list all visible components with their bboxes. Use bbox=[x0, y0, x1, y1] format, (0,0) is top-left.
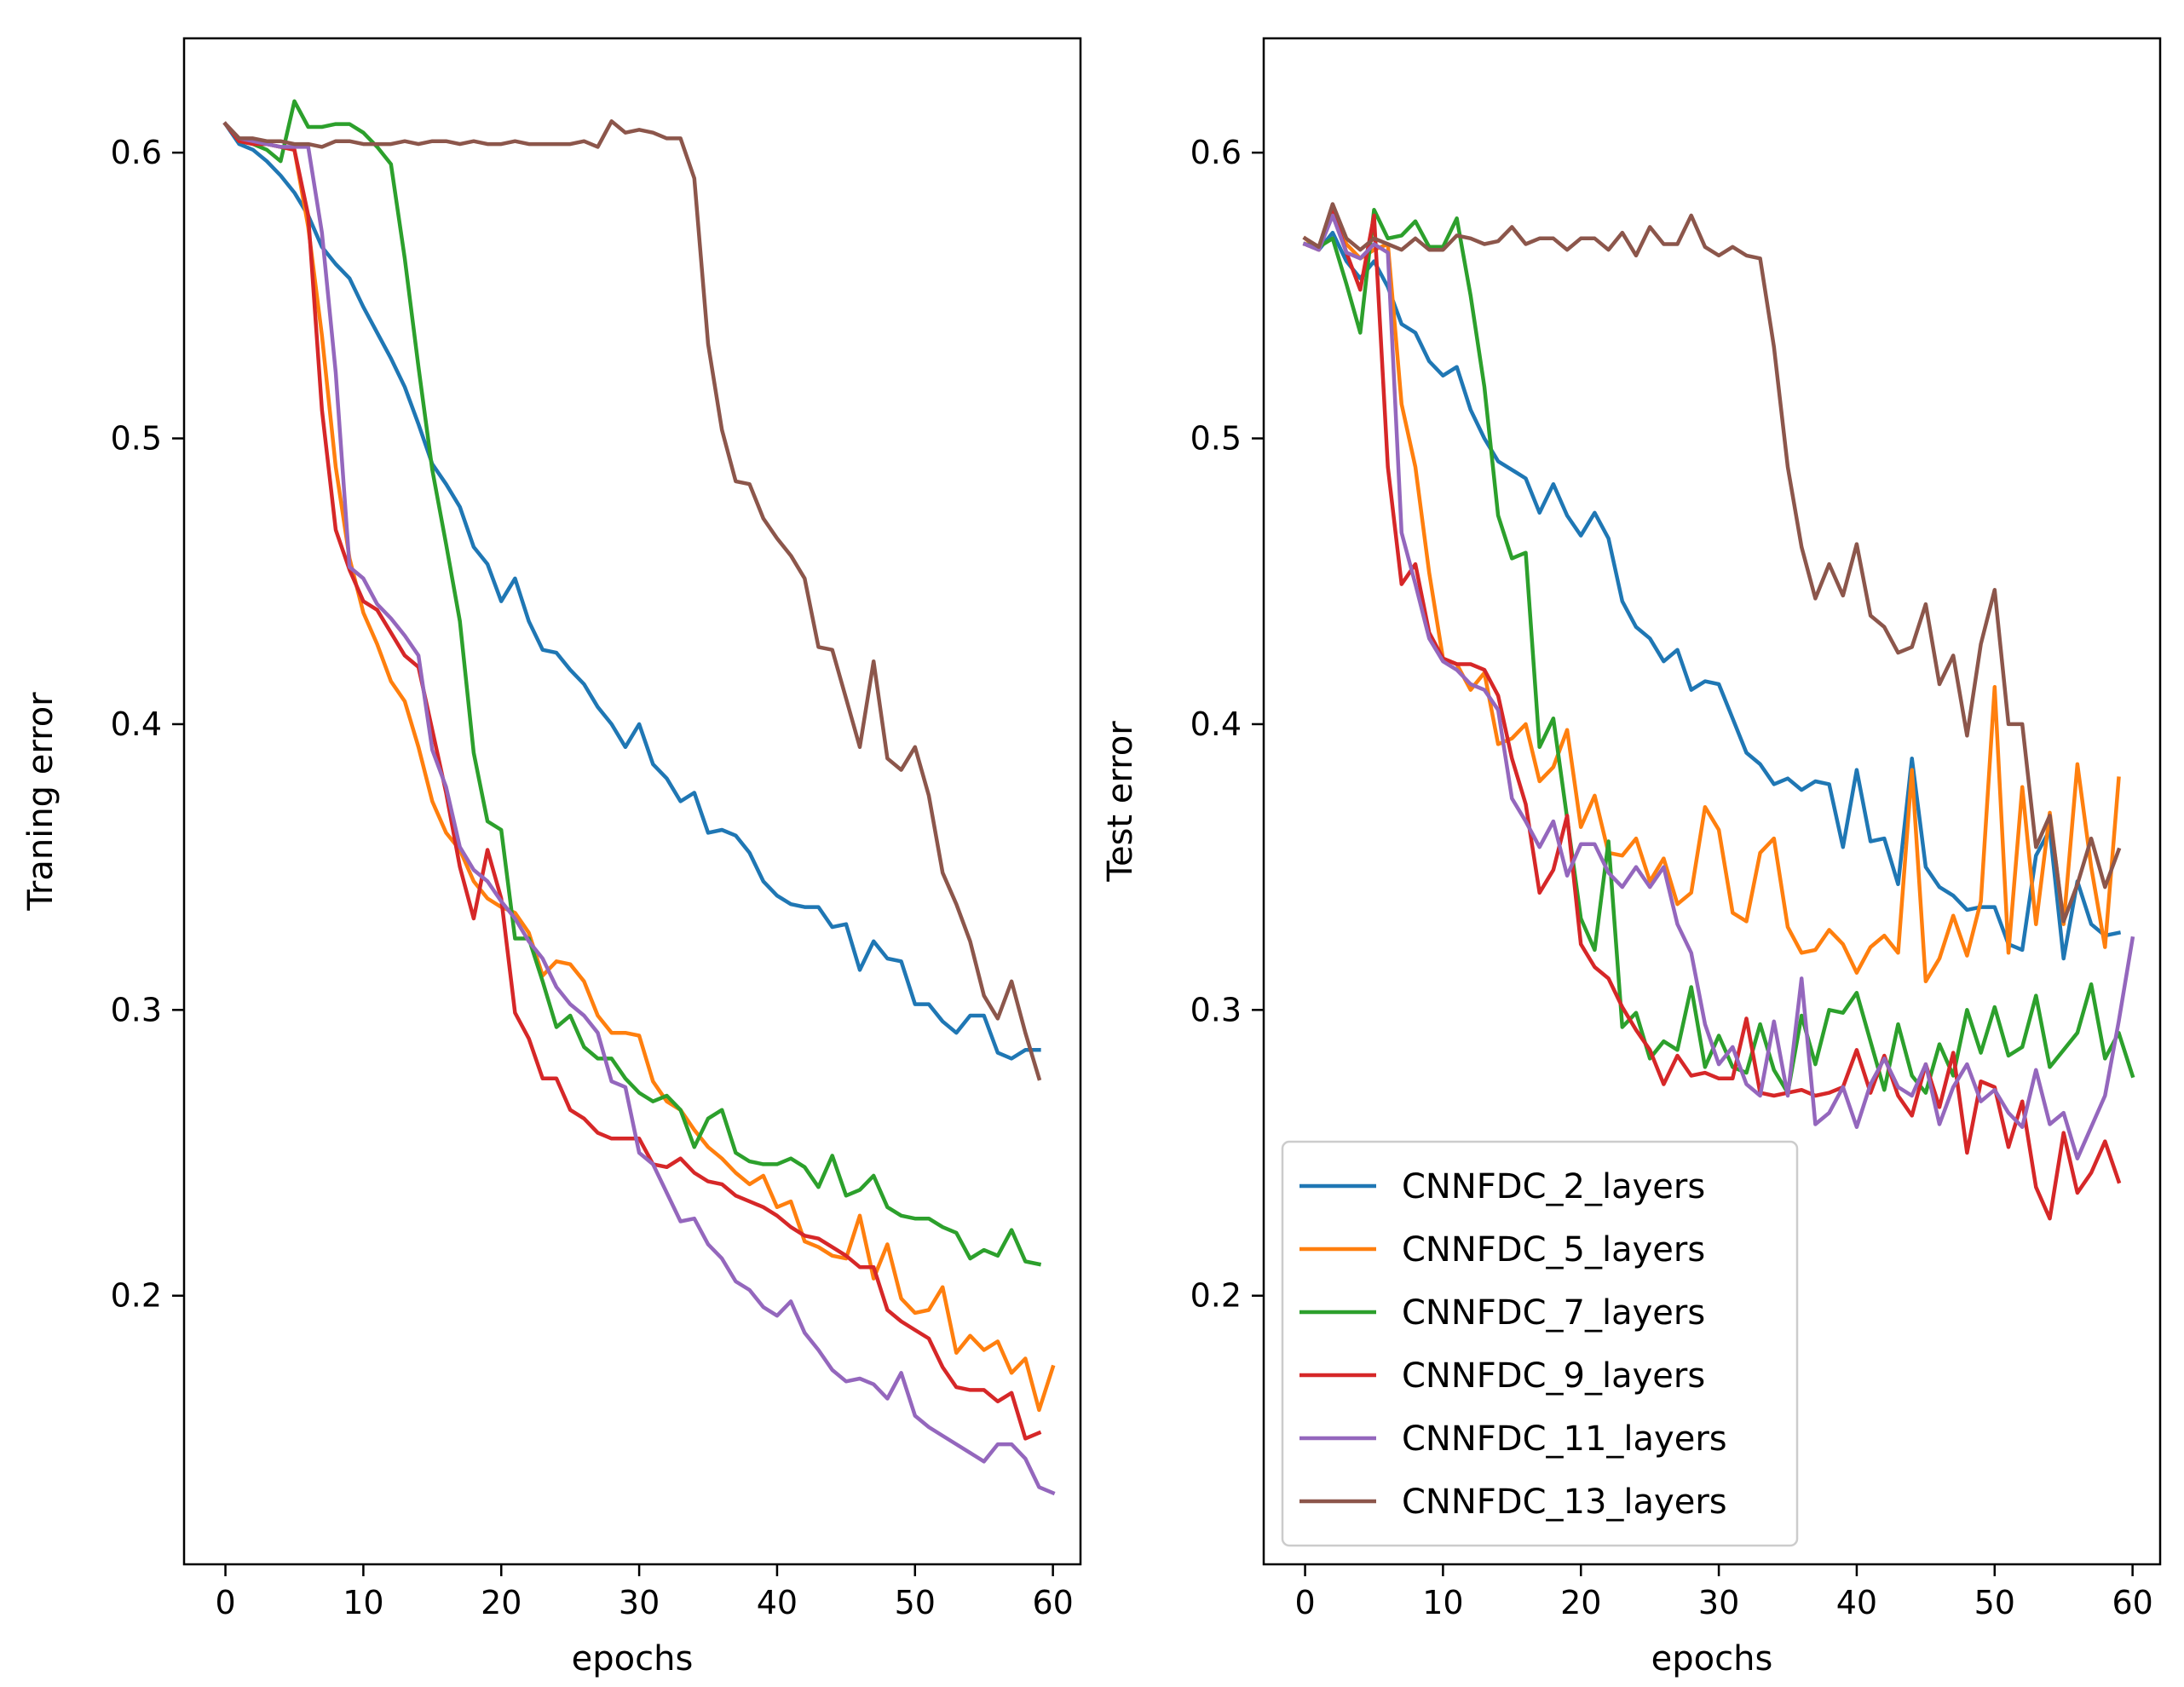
x-tick-label: 40 bbox=[757, 1584, 798, 1621]
series-line-CNNFDC_5_layers bbox=[222, 121, 1056, 1413]
y-tick-label: 0.6 bbox=[111, 134, 162, 171]
series-line-CNNFDC_2_layers bbox=[1302, 230, 2122, 961]
legend-box bbox=[1281, 1140, 1799, 1547]
y-axis-label: Test error bbox=[1101, 721, 1140, 883]
x-tick-label: 0 bbox=[1294, 1584, 1315, 1621]
y-tick-label: 0.6 bbox=[1190, 134, 1242, 171]
x-tick-label: 10 bbox=[343, 1584, 383, 1621]
series-line-CNNFDC_7_layers bbox=[1302, 207, 2135, 1095]
legend-entry-label: CNNFDC_5_layers bbox=[1402, 1230, 1705, 1270]
y-tick-label: 0.5 bbox=[111, 420, 162, 458]
legend-entry-label: CNNFDC_9_layers bbox=[1402, 1356, 1705, 1396]
x-axis-label: epochs bbox=[1651, 1639, 1773, 1678]
x-tick-label: 30 bbox=[619, 1584, 660, 1621]
series-line-CNNFDC_7_layers bbox=[222, 99, 1042, 1267]
chart-panel-2: 0 10 20 30 40 50 60 0.2 0.3 0.4 0.5 0.6 epochs Test e… bbox=[1101, 37, 2162, 1678]
x-tick-label: 60 bbox=[1032, 1584, 1073, 1621]
series-line-CNNFDC_11_layers bbox=[222, 121, 1056, 1496]
y-tick-label: 0.2 bbox=[111, 1277, 162, 1315]
legend: CNNFDC_2_layers CNNFDC_5_layers CNNFDC_7_l… bbox=[1281, 1140, 1799, 1547]
x-tick-label: 30 bbox=[1698, 1584, 1739, 1621]
x-axis-label: epochs bbox=[572, 1639, 694, 1678]
legend-entry-label: CNNFDC_11_layers bbox=[1402, 1419, 1727, 1459]
x-tick-label: 10 bbox=[1422, 1584, 1463, 1621]
x-tick-label: 60 bbox=[2112, 1584, 2152, 1621]
y-tick-label: 0.4 bbox=[1190, 705, 1242, 743]
axes-frame bbox=[182, 37, 1082, 1566]
series-line-CNNFDC_2_layers bbox=[222, 121, 1041, 1061]
x-tick-label: 0 bbox=[215, 1584, 235, 1621]
series-line-CNNFDC_5_layers bbox=[1302, 207, 2121, 984]
y-tick-label: 0.3 bbox=[111, 991, 162, 1028]
x-tick-label: 20 bbox=[1560, 1584, 1601, 1621]
y-axis-label: Traning error bbox=[21, 692, 61, 912]
chart-panel-1: 0 10 20 30 40 50 60 0.2 0.3 0.4 0.5 0.6 epochs Tranin… bbox=[21, 37, 1082, 1678]
y-tick-label: 0.2 bbox=[1190, 1277, 1242, 1315]
x-tick-label: 20 bbox=[481, 1584, 522, 1621]
series-line-CNNFDC_11_layers bbox=[1302, 213, 2135, 1160]
legend-entry-label: CNNFDC_13_layers bbox=[1402, 1483, 1727, 1522]
legend-entry-label: CNNFDC_2_layers bbox=[1402, 1167, 1705, 1206]
x-tick-label: 50 bbox=[895, 1584, 936, 1621]
x-tick-label: 40 bbox=[1836, 1584, 1877, 1621]
series-line-CNNFDC_13_layers bbox=[222, 119, 1042, 1081]
axes-frame bbox=[1262, 37, 2162, 1566]
series-line-CNNFDC_13_layers bbox=[1302, 202, 2122, 924]
legend-entry-label: CNNFDC_7_layers bbox=[1402, 1293, 1705, 1333]
y-tick-label: 0.5 bbox=[1190, 420, 1242, 458]
x-tick-label: 50 bbox=[1974, 1584, 2015, 1621]
series-line-CNNFDC_9_layers bbox=[222, 121, 1042, 1441]
y-tick-label: 0.3 bbox=[1190, 991, 1242, 1028]
y-tick-label: 0.4 bbox=[111, 705, 162, 743]
